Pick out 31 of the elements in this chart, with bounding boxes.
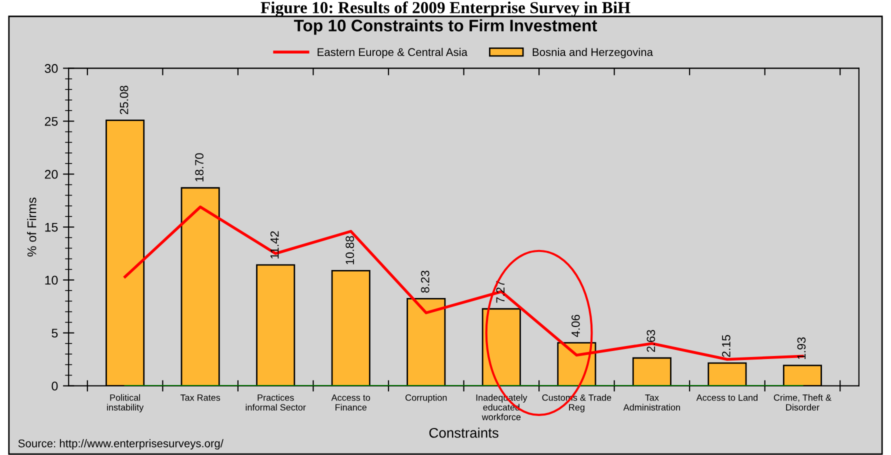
x-tick-label: Access to Land [696,394,758,401]
data-label: 8.23 [420,270,430,293]
legend-label: Bosnia and Herzegovina [532,48,653,58]
x-axis-title: Constraints [429,428,498,438]
x-tick-label: Tax Administration [623,394,680,411]
x-tick-label: Political instability [107,394,144,412]
data-label: 10.88 [346,236,354,264]
legend-label: Eastern Europe & Central Asia [318,48,468,58]
y-tick-label: 10 [45,276,58,285]
data-label: 11.42 [270,231,279,258]
x-tick-label: Access to Finance [331,394,370,411]
chart-title: Top 10 Constraints to Firm Investment [294,19,598,35]
data-label: 4.06 [571,314,580,338]
y-tick-label: 20 [44,170,58,179]
y-axis-title: % of Firms [27,198,36,256]
data-label: 1.93 [797,337,806,359]
x-tick-label: Crime, Theft & Disorder [774,394,832,411]
y-tick-label: 15 [45,222,58,232]
source-note: Source: http://www.enterprisesurveys.org/ [18,439,224,450]
data-label: 25.08 [120,86,128,114]
x-tick-label: Practices informal Sector [246,394,306,411]
y-tick-label: 5 [52,328,58,338]
x-tick-label: Tax Rates [180,394,220,401]
y-tick-label: 0 [52,382,58,390]
y-tick-label: 25 [44,116,58,126]
caption: Figure 10: Results of 2009 Enterprise Survey in BiH [260,1,630,17]
x-tick-label: Corruption [406,394,447,403]
data-label: 18.70 [195,153,204,182]
data-label: 2.63 [646,330,656,352]
y-tick-label: 30 [44,64,58,73]
data-label: 2.15 [722,335,730,357]
